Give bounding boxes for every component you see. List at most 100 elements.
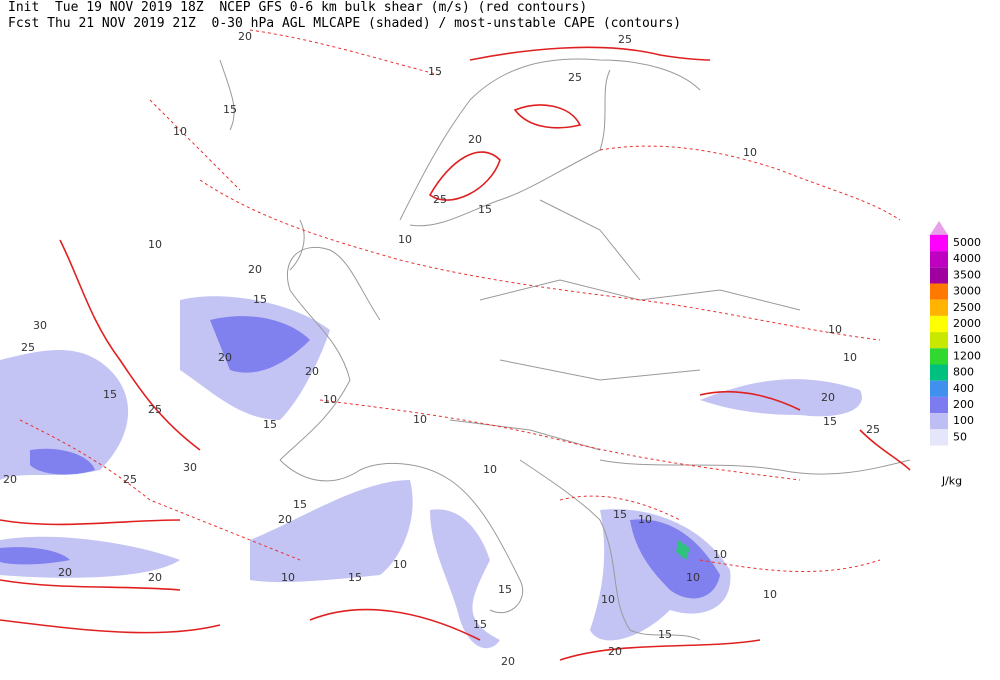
shear-contour [513, 104, 582, 129]
legend-swatch [930, 315, 948, 333]
contour-label: 20 [148, 571, 162, 584]
coastline [399, 58, 701, 221]
coastlines [219, 58, 911, 641]
contour-label: 20 [305, 365, 319, 378]
legend-swatch [930, 234, 948, 252]
contour-label: 20 [821, 391, 835, 404]
contour-label: 15 [293, 498, 307, 511]
legend-arrow [930, 221, 948, 235]
legend-swatch [930, 380, 948, 397]
coastline [219, 59, 305, 271]
legend-swatch [930, 413, 948, 430]
contour-label: 10 [686, 571, 700, 584]
contour-label: 10 [601, 593, 615, 606]
legend-swatch [930, 348, 948, 365]
cape-peak [676, 540, 690, 560]
contour-label: 15 [498, 583, 512, 596]
coastline [409, 69, 611, 227]
contour-label: 15 [263, 418, 277, 431]
cape-core [0, 547, 70, 565]
legend-label: 800 [953, 366, 974, 379]
contour-label: 30 [183, 461, 197, 474]
contour-label: 20 [608, 645, 622, 658]
init-time: Init Tue 19 NOV 2019 18Z [8, 0, 204, 15]
cape-core [630, 519, 720, 599]
legend-label: 1600 [953, 333, 981, 346]
contour-label: 25 [618, 33, 632, 46]
legend-swatch [930, 299, 948, 316]
legend-swatch [930, 267, 948, 284]
contour-label: 15 [223, 103, 237, 116]
contour-label: 10 [713, 548, 727, 561]
legend-label: 3000 [953, 285, 981, 298]
contour-label: 15 [823, 415, 837, 428]
coastline [519, 459, 701, 641]
legend-swatch [930, 283, 948, 300]
contour-label: 15 [658, 628, 672, 641]
cape-core [30, 448, 95, 475]
contour-label: 25 [568, 71, 582, 84]
legend-label: 2500 [953, 301, 981, 314]
contour-label: 25 [21, 341, 35, 354]
contour-label: 10 [483, 463, 497, 476]
shear-contour [19, 419, 301, 561]
shear-contour [599, 145, 901, 221]
cape-area [430, 509, 500, 649]
contour-label: 10 [413, 413, 427, 426]
contour-label: 15 [103, 388, 117, 401]
legend-unit: J/kg [941, 474, 962, 487]
shear-contour [699, 390, 911, 471]
contour-label: 25 [123, 473, 137, 486]
shear-contour [0, 519, 221, 634]
coastline [599, 459, 911, 475]
contour-label: 25 [433, 193, 447, 206]
cape-shading [0, 296, 862, 649]
legend-label: 5000 [953, 236, 981, 249]
header-line-1: Init Tue 19 NOV 2019 18Z NCEP GFS 0-6 km… [8, 0, 587, 16]
contour-label: 20 [218, 351, 232, 364]
contour-label: 30 [33, 319, 47, 332]
border [449, 199, 801, 451]
contour-label: 10 [148, 238, 162, 251]
contour-label: 10 [763, 588, 777, 601]
contour-label: 10 [173, 125, 187, 138]
contour-labels: 2015252515101020251510102015302520201525… [3, 30, 880, 668]
legend-swatch [930, 429, 948, 446]
legend-swatch [930, 364, 948, 381]
cape-core [210, 316, 310, 373]
legend-label: 1200 [953, 349, 981, 362]
contour-label: 10 [323, 393, 337, 406]
legend-label: 100 [953, 414, 974, 427]
legend-label: 2000 [953, 317, 981, 330]
cape-area [0, 350, 129, 480]
legend-swatch [930, 332, 948, 349]
legend-label: 200 [953, 398, 974, 411]
contour-label: 15 [473, 618, 487, 631]
shear-contour [149, 29, 441, 191]
shear-contour [428, 151, 501, 201]
shear-contour [469, 46, 711, 61]
contour-label: 20 [3, 473, 17, 486]
legend-label: 3500 [953, 268, 981, 281]
legend-label: 50 [953, 430, 967, 443]
legend-label: 400 [953, 382, 974, 395]
contour-label: 10 [828, 323, 842, 336]
contour-label: 20 [58, 566, 72, 579]
contour-label: 10 [398, 233, 412, 246]
contour-label: 20 [278, 513, 292, 526]
shear-contour [319, 399, 801, 481]
contour-label: 25 [148, 403, 162, 416]
shear-contour [559, 495, 881, 573]
legend-swatch [930, 396, 948, 414]
contour-label: 20 [501, 655, 515, 668]
shear-contour [199, 179, 881, 341]
legend-swatch [930, 251, 948, 268]
title-2: 0-30 hPa AGL MLCAPE (shaded) / most-unst… [211, 16, 682, 31]
contour-label: 20 [248, 263, 262, 276]
contour-label: 10 [843, 351, 857, 364]
header-line-2: Fcst Thu 21 NOV 2019 21Z 0-30 hPa AGL ML… [8, 16, 681, 32]
contour-label: 15 [428, 65, 442, 78]
contour-label: 20 [468, 133, 482, 146]
